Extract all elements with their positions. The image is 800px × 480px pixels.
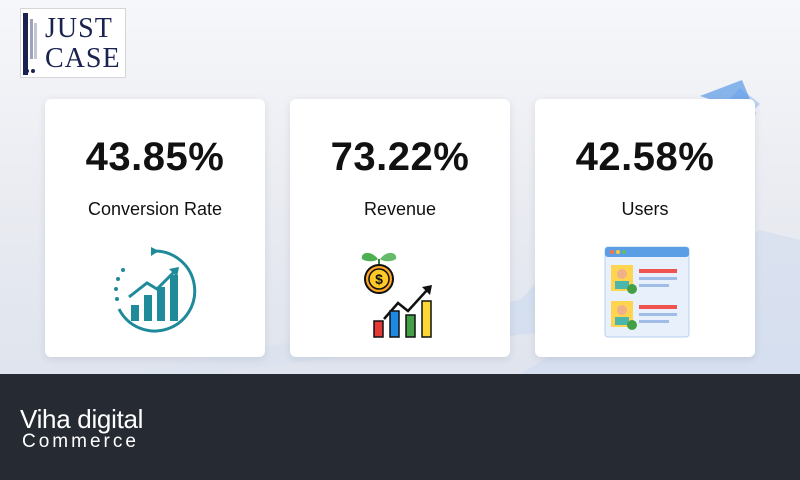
logo-text-line1: JUST [45, 13, 113, 44]
just-case-logo: JUST CASE [20, 8, 126, 78]
metric-label: Users [621, 199, 669, 219]
logo-mark-icon [23, 13, 37, 75]
metric-value: 42.58% [575, 135, 715, 179]
metric-card-conversion: 43.85% Conversion Rate [45, 99, 265, 357]
metric-card-users: 42.58% Users [535, 99, 755, 357]
metric-value: 43.85% [85, 135, 225, 179]
metric-label: Conversion Rate [87, 199, 223, 219]
svg-text:$: $ [375, 271, 383, 287]
metric-value: 73.22% [330, 135, 470, 179]
logo-text-line2: CASE [45, 43, 121, 74]
money-bar-chart-icon: $ [361, 252, 432, 338]
growth-chart-icon [114, 247, 197, 333]
brand-name-line1: Viha digital [20, 404, 144, 434]
footer-bar: Viha digital Commerce [0, 374, 800, 480]
user-profiles-icon [604, 246, 690, 338]
metric-card-revenue: 73.22% Revenue $ [290, 99, 510, 357]
metric-label: Revenue [363, 199, 437, 219]
brand-name-line2: Commerce [22, 431, 139, 452]
